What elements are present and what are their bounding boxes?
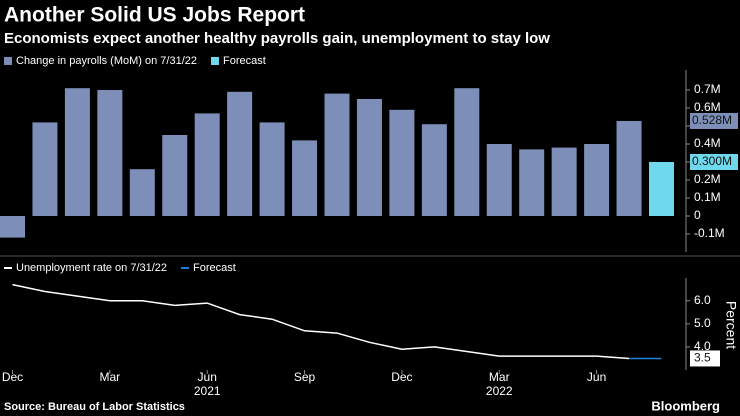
bar [97, 90, 123, 216]
x-tick-label: Sep [294, 370, 316, 384]
y-tick-label: 0 [694, 208, 701, 222]
value-label-bg [690, 154, 738, 170]
bar [616, 120, 642, 216]
chart-title: Another Solid US Jobs Report [4, 4, 305, 27]
y-tick-label: 0.1M [694, 190, 721, 204]
bar [0, 216, 25, 238]
value-label: 0.528M [692, 113, 732, 127]
legend-label: Forecast [193, 262, 236, 274]
legend-label: Change in payrolls (MoM) on 7/31/22 [16, 55, 197, 67]
bar [389, 109, 415, 216]
legend-swatch [210, 57, 219, 65]
chart-subtitle: Economists expect another healthy payrol… [4, 30, 550, 47]
bar [32, 122, 58, 216]
x-year-label: 2021 [194, 384, 221, 398]
y-tick-label: -0.1M [694, 226, 725, 240]
x-tick-label: Mar [100, 370, 121, 384]
legend-label: Forecast [223, 55, 266, 67]
y-tick-label: 4.0 [694, 339, 711, 353]
y-tick-label: 6.0 [694, 293, 711, 307]
bar [259, 122, 285, 216]
source: Source: Bureau of Labor Statistics [4, 401, 185, 413]
value-label: 3.5 [694, 351, 711, 365]
x-tick-label: Jun [587, 370, 606, 384]
x-tick-label: Dec [2, 370, 23, 384]
y-tick-label: 0.2M [694, 172, 721, 186]
y-axis-title: Percent [723, 301, 739, 349]
x-tick-label: Jun [198, 370, 217, 384]
y-tick-label: 5.0 [694, 316, 711, 330]
value-label: 0.300M [692, 154, 732, 168]
bar [551, 147, 577, 216]
y-tick-label: 0.7M [694, 82, 721, 96]
bar [421, 124, 447, 216]
y-tick-label: 0.4M [694, 136, 721, 150]
bar [356, 99, 382, 216]
x-year-label: 2022 [486, 384, 513, 398]
x-tick-label: Mar [489, 370, 510, 384]
x-tick-label: Dec [391, 370, 412, 384]
bar [649, 162, 674, 216]
bar [519, 149, 545, 216]
legend-swatch [4, 57, 12, 65]
y-tick-label: 0.6M [694, 100, 721, 114]
value-label-bg [690, 350, 720, 367]
bar [194, 113, 220, 216]
line [12, 283, 630, 360]
bar [129, 169, 155, 216]
brand: Bloomberg [651, 398, 720, 413]
bar [454, 88, 480, 216]
bar [324, 93, 350, 216]
bar [64, 88, 90, 216]
bar [292, 140, 318, 216]
legend-label: Unemployment rate on 7/31/22 [16, 262, 167, 274]
bar [162, 135, 188, 216]
value-label-bg [690, 112, 738, 129]
bar [584, 144, 610, 216]
bar [486, 144, 512, 216]
bar [227, 91, 253, 216]
